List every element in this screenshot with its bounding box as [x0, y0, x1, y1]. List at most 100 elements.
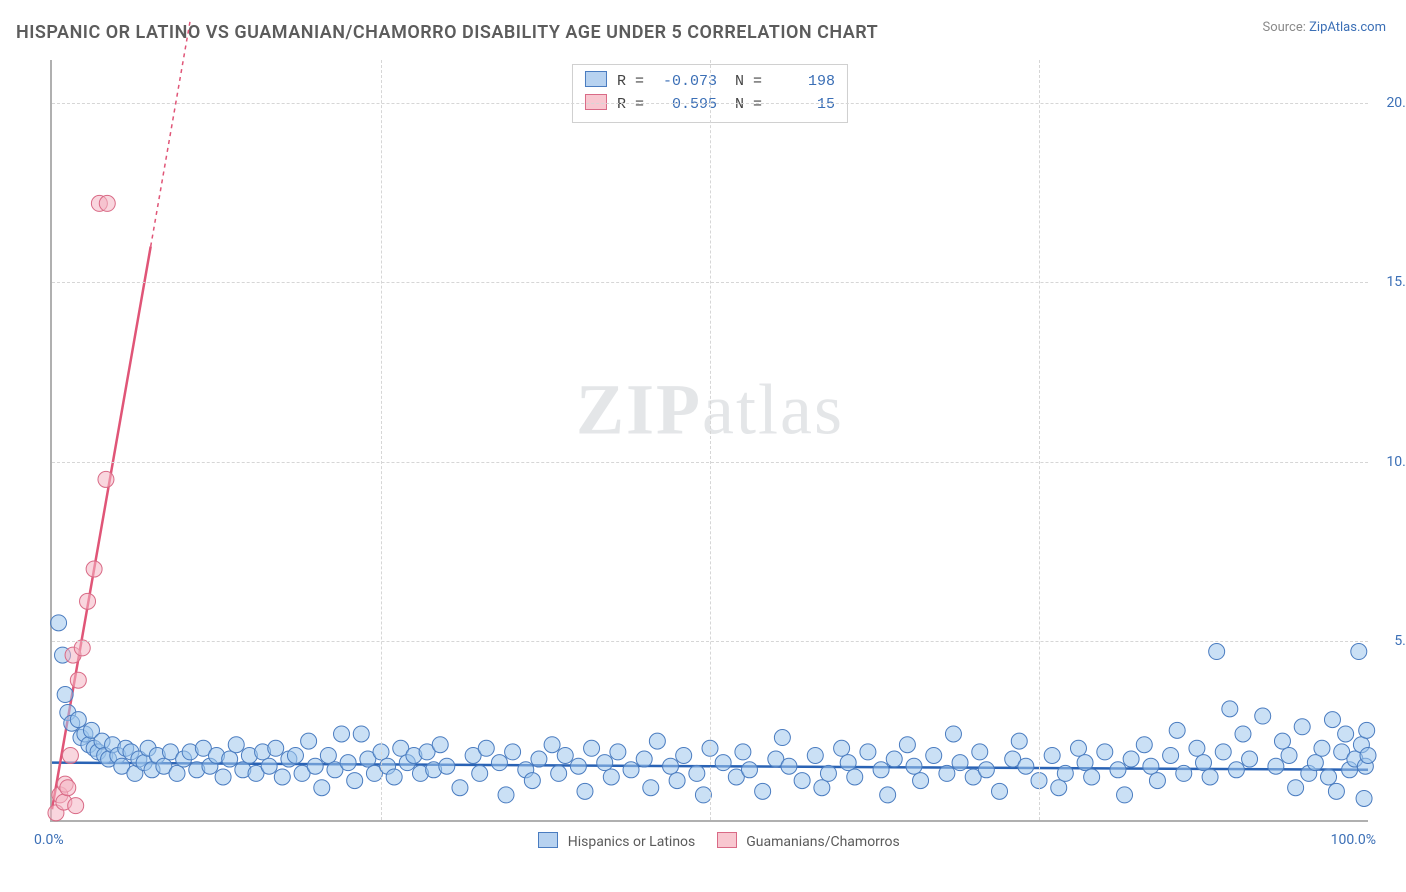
data-point: [636, 751, 652, 767]
data-point: [1018, 758, 1034, 774]
data-point: [1288, 780, 1304, 796]
data-point: [1057, 765, 1073, 781]
data-point: [340, 755, 356, 771]
data-point: [228, 737, 244, 753]
data-point: [1202, 769, 1218, 785]
data-point: [577, 783, 593, 799]
data-point: [1268, 758, 1284, 774]
data-point: [557, 747, 573, 763]
data-point: [1044, 747, 1060, 763]
gridline-vertical: [1039, 60, 1040, 820]
data-point: [794, 773, 810, 789]
data-point: [215, 769, 231, 785]
data-point: [913, 773, 929, 789]
data-point: [478, 740, 494, 756]
data-point: [939, 765, 955, 781]
data-point: [1274, 733, 1290, 749]
data-point: [1123, 751, 1139, 767]
data-point: [74, 640, 90, 656]
data-point: [1338, 726, 1354, 742]
data-point: [222, 751, 238, 767]
data-point: [432, 737, 448, 753]
y-tick-label: 20.0%: [1386, 95, 1406, 111]
data-point: [70, 672, 86, 688]
data-point: [1149, 773, 1165, 789]
source-link[interactable]: ZipAtlas.com: [1309, 20, 1386, 35]
data-point: [86, 561, 102, 577]
y-tick-label: 5.0%: [1394, 633, 1406, 649]
data-point: [301, 733, 317, 749]
data-point: [584, 740, 600, 756]
data-point: [840, 755, 856, 771]
data-point: [491, 755, 507, 771]
data-point: [1328, 783, 1344, 799]
data-point: [755, 783, 771, 799]
series-name-blue: Hispanics or Latinos: [568, 834, 696, 850]
gridline-vertical: [381, 60, 382, 820]
data-point: [873, 762, 889, 778]
data-point: [1215, 744, 1231, 760]
data-point: [268, 740, 284, 756]
data-point: [439, 758, 455, 774]
data-point: [524, 773, 540, 789]
data-point: [1011, 733, 1027, 749]
data-point: [669, 773, 685, 789]
data-point: [274, 769, 290, 785]
data-point: [880, 787, 896, 803]
data-point: [1294, 719, 1310, 735]
y-tick-label: 10.0%: [1386, 454, 1406, 470]
data-point: [1356, 790, 1372, 806]
data-point: [1359, 722, 1375, 738]
data-point: [1222, 701, 1238, 717]
data-point: [926, 747, 942, 763]
data-point: [1281, 747, 1297, 763]
data-point: [663, 758, 679, 774]
data-point: [1070, 740, 1086, 756]
data-point: [774, 730, 790, 746]
data-point: [70, 712, 86, 728]
data-point: [314, 780, 330, 796]
data-point: [472, 765, 488, 781]
series-legend: Hispanics or Latinos Guamanians/Chamorro…: [52, 832, 1368, 850]
chart-title: HISPANIC OR LATINO VS GUAMANIAN/CHAMORRO…: [16, 22, 878, 43]
data-point: [544, 737, 560, 753]
data-point: [80, 593, 96, 609]
data-point: [603, 769, 619, 785]
data-point: [906, 758, 922, 774]
data-point: [1077, 755, 1093, 771]
data-point: [1196, 755, 1212, 771]
data-point: [334, 726, 350, 742]
data-point: [945, 726, 961, 742]
data-point: [741, 762, 757, 778]
source-label: Source: ZipAtlas.com: [1262, 20, 1386, 35]
data-point: [1169, 722, 1185, 738]
data-point: [1097, 744, 1113, 760]
data-point: [551, 765, 567, 781]
data-point: [99, 195, 115, 211]
data-point: [643, 780, 659, 796]
data-point: [51, 615, 67, 631]
data-point: [1307, 755, 1323, 771]
data-point: [1110, 762, 1126, 778]
chart-wrapper: HISPANIC OR LATINO VS GUAMANIAN/CHAMORRO…: [0, 0, 1406, 892]
trend-line-extension: [151, 21, 190, 247]
data-point: [1228, 762, 1244, 778]
data-point: [847, 769, 863, 785]
data-point: [169, 765, 185, 781]
data-point: [860, 744, 876, 760]
data-point: [287, 747, 303, 763]
data-point: [1136, 737, 1152, 753]
data-point: [320, 747, 336, 763]
data-point: [531, 751, 547, 767]
data-point: [978, 762, 994, 778]
data-point: [834, 740, 850, 756]
data-point: [62, 747, 78, 763]
data-point: [676, 747, 692, 763]
data-point: [715, 755, 731, 771]
data-point: [972, 744, 988, 760]
data-point: [781, 758, 797, 774]
data-point: [1242, 751, 1258, 767]
data-point: [610, 744, 626, 760]
data-point: [57, 687, 73, 703]
data-point: [1051, 780, 1067, 796]
